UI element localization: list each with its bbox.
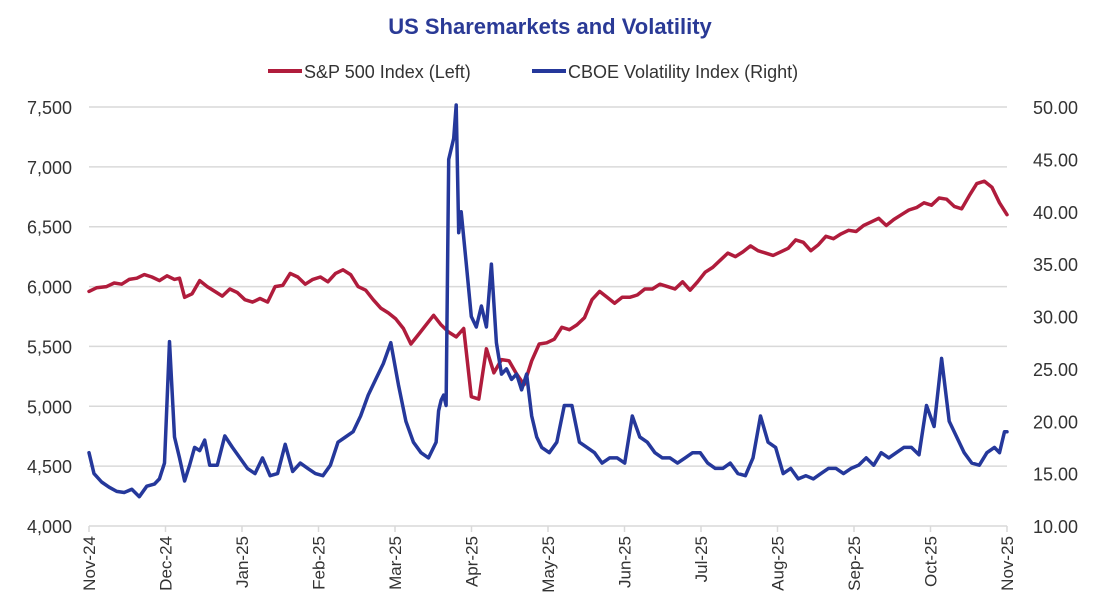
left-tick-label: 5,000 <box>27 397 72 417</box>
right-tick-label: 25.00 <box>1033 360 1078 380</box>
left-tick-label: 6,000 <box>27 278 72 298</box>
chart-title: US Sharemarkets and Volatility <box>388 14 712 39</box>
x-tick-label: Jun-25 <box>616 536 635 588</box>
left-tick-label: 7,500 <box>27 98 72 118</box>
x-tick-label: Nov-24 <box>80 536 99 591</box>
left-tick-label: 5,500 <box>27 337 72 357</box>
left-tick-label: 6,500 <box>27 218 72 238</box>
right-tick-label: 40.00 <box>1033 203 1078 223</box>
left-tick-label: 4,500 <box>27 457 72 477</box>
x-tick-label: Oct-25 <box>922 536 941 587</box>
x-tick-label: Sep-25 <box>845 536 864 591</box>
x-tick-label: Nov-25 <box>998 536 1017 591</box>
left-axis-ticks: 4,000 4,500 5,000 5,500 6,000 6,500 7,000 7,500 <box>27 98 72 537</box>
right-tick-label: 20.00 <box>1033 412 1078 432</box>
x-tick-label: Mar-25 <box>386 536 405 590</box>
x-tick-label: Jan-25 <box>233 536 252 588</box>
right-tick-label: 35.00 <box>1033 255 1078 275</box>
x-tick-label: Feb-25 <box>310 536 329 590</box>
x-axis: Nov-24 Dec-24 Jan-25 Feb-25 Mar-25 Apr-25 May-… <box>80 526 1017 593</box>
x-tick-label: May-25 <box>539 536 558 593</box>
series-line-sp500 <box>87 179 1009 401</box>
right-tick-label: 45.00 <box>1033 150 1078 170</box>
x-tick-label: Jul-25 <box>692 536 711 582</box>
left-tick-label: 4,000 <box>27 517 72 537</box>
x-tick-label: Dec-24 <box>157 536 176 591</box>
x-tick-label: Aug-25 <box>769 536 788 591</box>
legend-label-sp500: S&P 500 Index (Left) <box>304 62 471 82</box>
right-tick-label: 30.00 <box>1033 308 1078 328</box>
series-line-vix <box>87 103 1009 499</box>
right-tick-label: 50.00 <box>1033 98 1078 118</box>
left-tick-label: 7,000 <box>27 158 72 178</box>
legend: S&P 500 Index (Left) CBOE Volatility Ind… <box>268 62 798 82</box>
right-tick-label: 10.00 <box>1033 517 1078 537</box>
legend-label-vix: CBOE Volatility Index (Right) <box>568 62 798 82</box>
series-layer <box>87 103 1009 499</box>
right-tick-label: 15.00 <box>1033 465 1078 485</box>
x-tick-label: Apr-25 <box>463 536 482 587</box>
right-axis-ticks: 10.00 15.00 20.00 25.00 30.00 35.00 40.00 45.00… <box>1033 98 1078 537</box>
